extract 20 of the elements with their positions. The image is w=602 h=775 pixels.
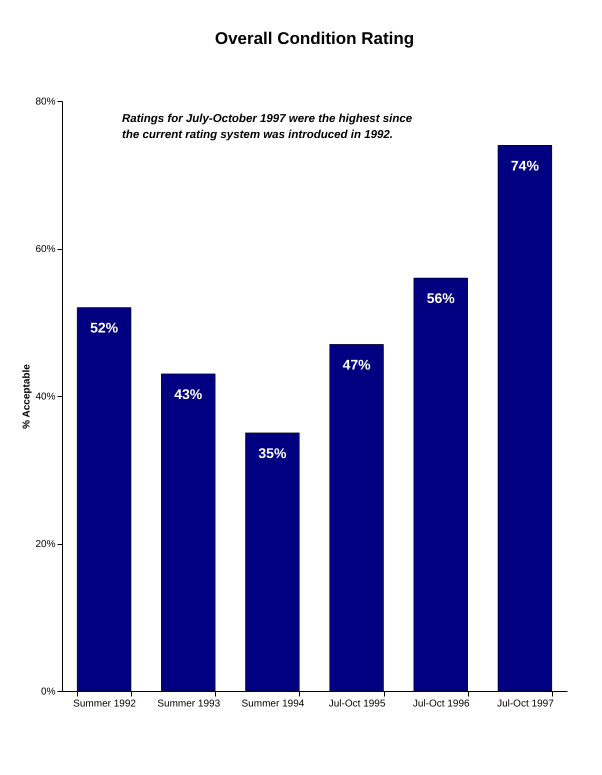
data-label: 47%	[342, 356, 372, 372]
x-tick-label: Jul-Oct 1997	[497, 698, 554, 710]
data-label: 56%	[426, 290, 456, 306]
y-tick-label: 80%	[35, 96, 56, 108]
data-label: 35%	[258, 444, 287, 461]
y-axis-title: % Acceptable	[21, 364, 32, 429]
chart-title: Overall Condition Rating	[214, 29, 414, 48]
x-tick-label: Jul-Oct 1996	[412, 698, 470, 710]
annotation: Ratings for July-October 1997 were the highest since the current rating system was introduced in 1992.	[122, 113, 413, 141]
y-tick-label: 60%	[35, 244, 56, 255]
x-tick-label: Summer 1994	[242, 698, 305, 710]
data-label: 74%	[510, 157, 540, 174]
y-tick-label: 0%	[41, 686, 56, 698]
x-tick-label: Summer 1993	[157, 698, 221, 710]
x-tick-label: Jul-Oct 1995	[328, 698, 386, 710]
y-tick-label: 40%	[35, 392, 56, 402]
x-tick-label: Summer 1992	[73, 698, 136, 710]
y-tick-label: 20%	[35, 539, 56, 550]
data-label: 52%	[90, 320, 119, 336]
data-label: 43%	[174, 386, 203, 402]
